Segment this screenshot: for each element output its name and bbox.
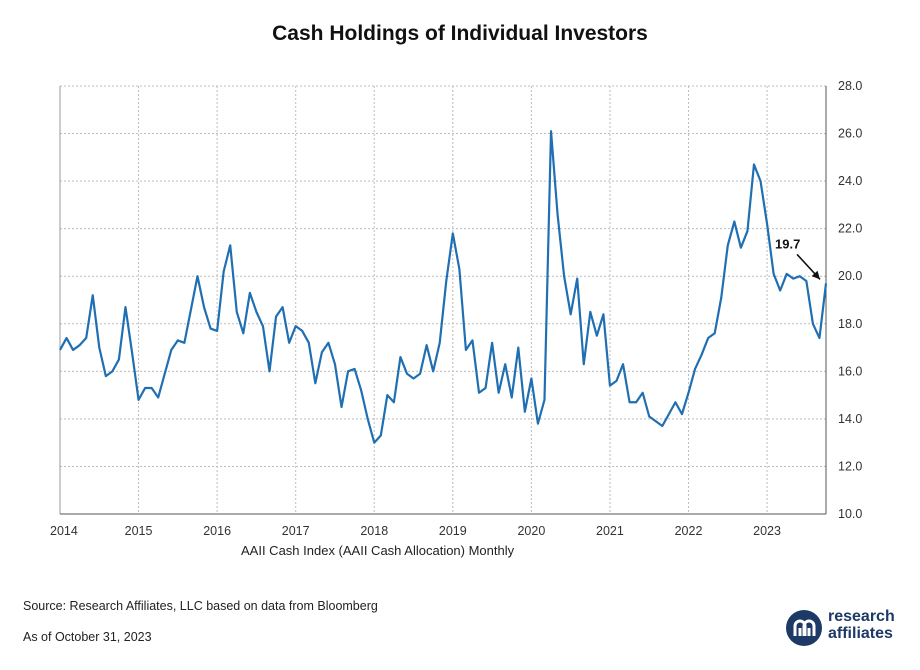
y-axis-ticks: 10.0 12.0 14.0 16.0 18.0 20.0 22.0 24.0 26.0 28.0 bbox=[838, 79, 862, 521]
grid-lines bbox=[60, 85, 826, 514]
source-note: Source: Research Affiliates, LLC based o… bbox=[23, 599, 378, 613]
x-tick-label: 2020 bbox=[517, 524, 545, 538]
series-line bbox=[59, 130, 828, 444]
x-axis-ticks: 2014 2015 2016 2017 2018 2019 2020 2021 2022 2023 bbox=[50, 524, 781, 538]
as-of-date: As of October 31, 2023 bbox=[23, 630, 152, 644]
series-label: AAII Cash Index (AAII Cash Allocation) M… bbox=[241, 543, 515, 558]
x-tick-label: 2018 bbox=[360, 524, 388, 538]
y-tick-label: 24.0 bbox=[838, 174, 862, 188]
y-tick-label: 20.0 bbox=[838, 269, 862, 283]
logo-line-2: affiliates bbox=[828, 625, 893, 642]
series-line-group bbox=[59, 130, 828, 444]
y-tick-label: 28.0 bbox=[838, 79, 862, 93]
x-tick-label: 2016 bbox=[203, 524, 231, 538]
annotation-label: 19.7 bbox=[775, 236, 800, 251]
annotation-group: 19.7 bbox=[775, 236, 821, 280]
brand-logo: research affiliates bbox=[786, 606, 906, 650]
annotation-arrowhead bbox=[811, 270, 820, 280]
x-tick-label: 2017 bbox=[282, 524, 310, 538]
x-tick-label: 2023 bbox=[753, 524, 781, 538]
chart-title: Cash Holdings of Individual Investors bbox=[272, 22, 648, 45]
y-tick-label: 12.0 bbox=[838, 459, 862, 473]
plot-frame bbox=[59, 86, 827, 515]
x-tick-label: 2015 bbox=[125, 524, 153, 538]
x-tick-label: 2019 bbox=[439, 524, 467, 538]
y-tick-label: 22.0 bbox=[838, 222, 862, 236]
logo-line-1: research bbox=[828, 608, 895, 625]
y-tick-label: 14.0 bbox=[838, 412, 862, 426]
x-tick-label: 2022 bbox=[675, 524, 703, 538]
x-tick-label: 2014 bbox=[50, 524, 78, 538]
x-tick-label: 2021 bbox=[596, 524, 624, 538]
y-tick-label: 16.0 bbox=[838, 364, 862, 378]
y-tick-label: 18.0 bbox=[838, 317, 862, 331]
y-tick-label: 26.0 bbox=[838, 127, 862, 141]
y-tick-label: 10.0 bbox=[838, 507, 862, 521]
logo-text: research affiliates bbox=[828, 608, 895, 642]
ra-logo-icon bbox=[786, 610, 822, 646]
